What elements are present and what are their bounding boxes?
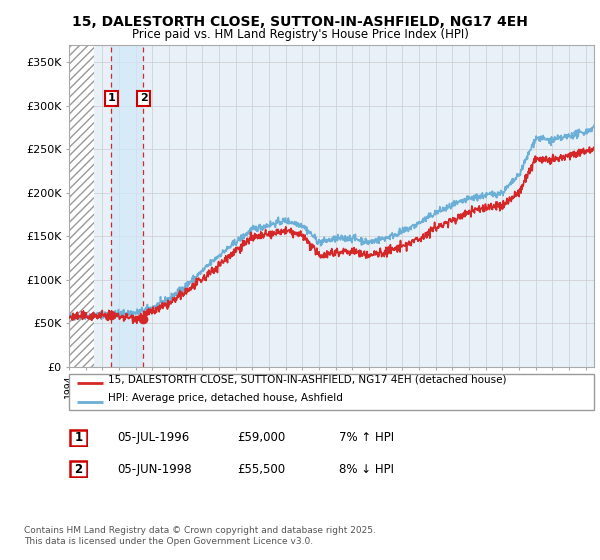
FancyBboxPatch shape (70, 461, 87, 477)
Text: 2: 2 (140, 94, 148, 104)
Text: 15, DALESTORTH CLOSE, SUTTON-IN-ASHFIELD, NG17 4EH (detached house): 15, DALESTORTH CLOSE, SUTTON-IN-ASHFIELD… (109, 375, 507, 384)
Text: 7% ↑ HPI: 7% ↑ HPI (339, 431, 394, 445)
Text: £59,000: £59,000 (237, 431, 285, 445)
Text: 05-JUN-1998: 05-JUN-1998 (117, 463, 191, 476)
Text: 2: 2 (74, 463, 83, 476)
FancyBboxPatch shape (69, 374, 594, 410)
Text: HPI: Average price, detached house, Ashfield: HPI: Average price, detached house, Ashf… (109, 393, 343, 403)
Bar (69, 45, 94, 367)
Text: 1: 1 (74, 431, 83, 445)
Text: 8% ↓ HPI: 8% ↓ HPI (339, 463, 394, 476)
Text: 05-JUL-1996: 05-JUL-1996 (117, 431, 189, 445)
FancyBboxPatch shape (70, 430, 87, 446)
Text: £55,500: £55,500 (237, 463, 285, 476)
Text: 15, DALESTORTH CLOSE, SUTTON-IN-ASHFIELD, NG17 4EH: 15, DALESTORTH CLOSE, SUTTON-IN-ASHFIELD… (72, 15, 528, 29)
Text: 1: 1 (107, 94, 115, 104)
Text: Price paid vs. HM Land Registry's House Price Index (HPI): Price paid vs. HM Land Registry's House … (131, 28, 469, 41)
Text: Contains HM Land Registry data © Crown copyright and database right 2025.
This d: Contains HM Land Registry data © Crown c… (24, 526, 376, 546)
Bar (110, 45, 143, 367)
